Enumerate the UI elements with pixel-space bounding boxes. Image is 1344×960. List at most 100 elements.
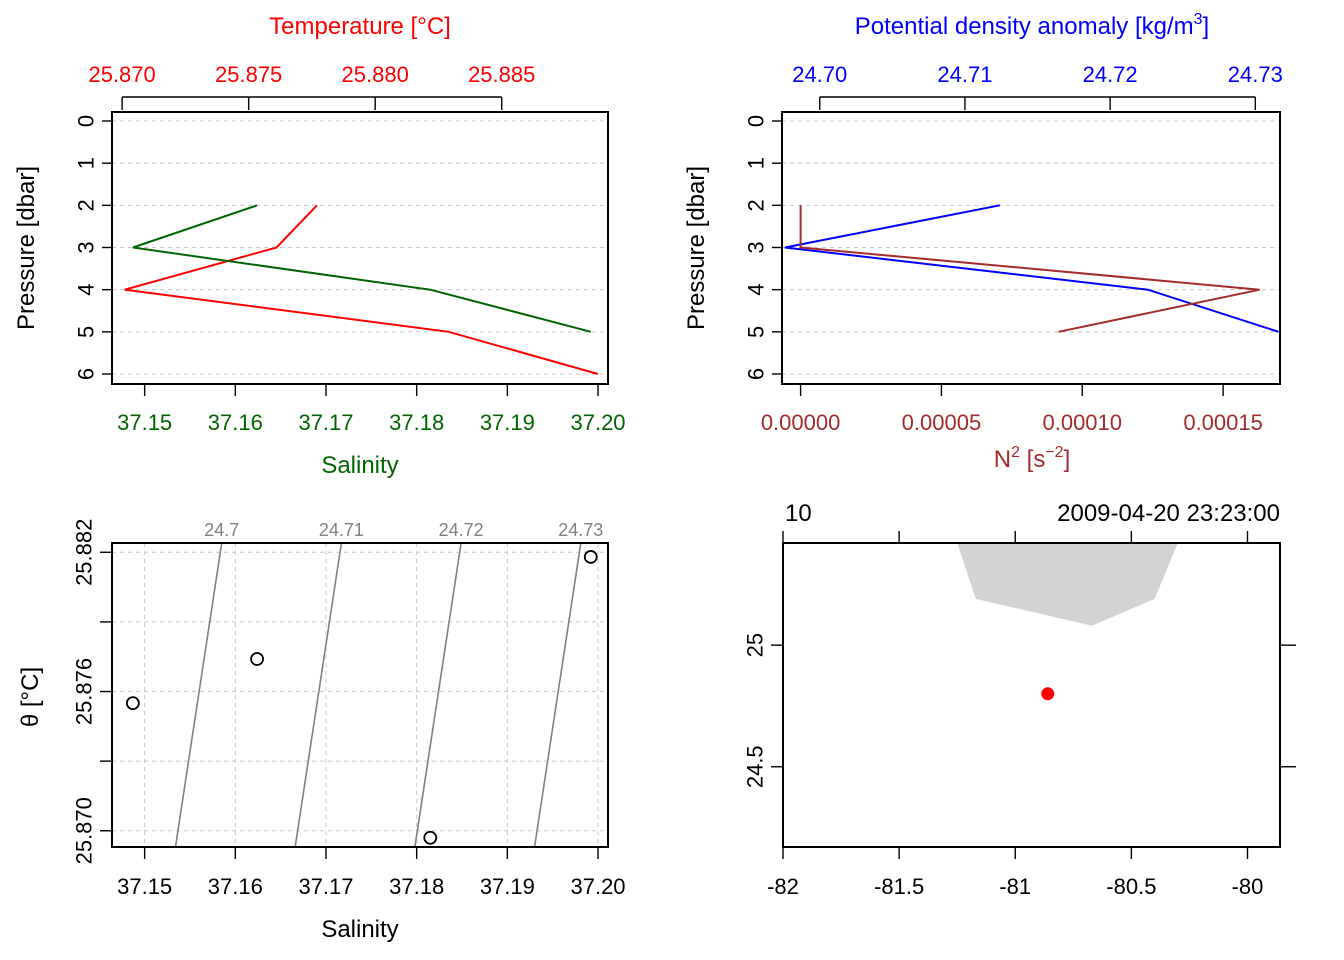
ts-point [583, 550, 598, 564]
bottom-axis-tick-label: 37.16 [208, 410, 263, 435]
salinity-tick-label: 37.20 [570, 874, 625, 899]
bottom-axis-tick-label: 37.20 [570, 410, 625, 435]
bottom-axis-tick-label: 37.19 [480, 410, 535, 435]
salinity-axis-title: Salinity [321, 916, 398, 943]
bottom-axis-tick-label: 0.00015 [1183, 410, 1263, 435]
land-polygon [957, 543, 1178, 626]
longitude-tick-label: -80 [1232, 874, 1264, 899]
longitude-tick-label: -81.5 [874, 874, 924, 899]
salinity-axis-title: Salinity [321, 452, 398, 479]
map-frame [782, 542, 1281, 848]
longitude-tick-label: -82 [767, 874, 799, 899]
pressure-tick-label: 4 [74, 284, 99, 296]
latitude-tick-label: 25 [743, 633, 768, 657]
pressure-tick-label: 3 [74, 241, 99, 253]
profile-line [784, 204, 1279, 333]
theta-tick-label: 25.876 [72, 658, 97, 725]
salinity-tick-label: 37.18 [389, 874, 444, 899]
temperature-axis-title: Temperature [°C] [269, 13, 451, 40]
density-title-end: ] [1203, 13, 1210, 40]
profile-line [799, 205, 1260, 333]
longitude-tick-label: -81 [999, 874, 1031, 899]
profile-lines [784, 204, 1279, 333]
top-axis-tick-label: 25.880 [342, 62, 409, 87]
ts-point [250, 652, 264, 666]
longitude-tick-label: -80.5 [1106, 874, 1156, 899]
top-axis-tick-label: 24.73 [1228, 62, 1283, 87]
ts-diagram-panel: 24.7 24.71 24.72 24.73 37.15 37.16 37.17 37.18… [17, 519, 626, 943]
isopycnal-label: 24.72 [439, 520, 484, 540]
pressure-tick-label: 2 [74, 199, 99, 211]
n2-title-superscript: 2 [1011, 444, 1020, 461]
bottom-axis-tick-label: 37.15 [117, 410, 172, 435]
bottom-axis-tick-label: 0.00000 [761, 410, 841, 435]
profile-line [124, 204, 599, 375]
pressure-tick-label: 5 [744, 326, 769, 338]
top-axis-tick-label: 25.885 [468, 62, 535, 87]
pressure-tick-label: 1 [74, 157, 99, 169]
isopycnal-line [414, 543, 462, 847]
pressure-tick-label: 0 [74, 115, 99, 127]
density-axis: 24.70 24.71 24.72 24.73 [792, 62, 1283, 110]
pressure-tick-label: 1 [744, 157, 769, 169]
station-id: 10 [785, 500, 812, 527]
pressure-tick-label: 2 [744, 199, 769, 211]
theta-axis: 25.870 25.876 25.882 [72, 519, 112, 864]
buoyancy-frequency-axis: 0.00000 0.00005 0.00010 0.00015 [761, 384, 1263, 435]
salinity-tick-label: 37.19 [480, 874, 535, 899]
top-axis-tick-label: 25.875 [215, 62, 282, 87]
isopycnal-label: 24.7 [204, 520, 239, 540]
plot-frame [111, 542, 609, 848]
isopycnal-label: 24.73 [558, 520, 603, 540]
theta-title-rest: [°C] [17, 667, 44, 714]
bottom-axis-tick-label: 37.17 [298, 410, 353, 435]
pressure-axis: 0 1 2 3 4 5 6 [744, 115, 782, 380]
grid-lines [782, 120, 1280, 375]
pressure-tick-label: 6 [744, 368, 769, 380]
pressure-axis-title: Pressure [dbar] [683, 166, 710, 330]
temperature-axis: 25.870 25.875 25.880 25.885 [88, 62, 535, 110]
salinity-axis: 37.15 37.16 37.17 37.18 37.19 37.20 [117, 847, 626, 899]
pressure-tick-label: 0 [744, 115, 769, 127]
pressure-axis-title: Pressure [dbar] [13, 166, 40, 330]
theta-tick-label: 25.882 [72, 519, 97, 586]
station-marker [1041, 687, 1055, 701]
station-map-panel: -82 -81.5 -81 -80.5 -80 24.5 25 10 2009-04-20… [743, 500, 1296, 899]
top-axis-tick-label: 24.71 [937, 62, 992, 87]
n2-title-mid: [s [1020, 446, 1045, 473]
theta-axis-title: θ [°C] [17, 667, 44, 727]
top-axis-tick-label: 24.70 [792, 62, 847, 87]
isopycnal-line [174, 543, 223, 847]
bottom-axis-tick-label: 37.18 [389, 410, 444, 435]
salinity-tick-label: 37.17 [298, 874, 353, 899]
isopycnal-label: 24.71 [319, 520, 364, 540]
isopycnal-line [294, 543, 343, 847]
station-dot [1041, 687, 1055, 701]
n2-title-superscript-2: −2 [1045, 444, 1063, 461]
pressure-tick-label: 6 [74, 368, 99, 380]
isopycnal-labels: 24.7 24.71 24.72 24.73 [204, 520, 603, 540]
station-datetime: 2009-04-20 23:23:00 [1057, 500, 1280, 527]
bottom-axis-tick-label: 0.00005 [902, 410, 982, 435]
pressure-tick-label: 4 [744, 284, 769, 296]
density-axis-title: Potential density anomaly [kg/m3] [855, 11, 1209, 40]
pressure-tick-label: 5 [74, 326, 99, 338]
top-axis-tick-label: 25.870 [88, 62, 155, 87]
pressure-axis: 0 1 2 3 4 5 6 [74, 115, 112, 380]
longitude-axis: -82 -81.5 -81 -80.5 -80 [767, 531, 1263, 899]
ts-points [125, 550, 598, 845]
salinity-tick-label: 37.16 [208, 874, 263, 899]
salinity-axis: 37.15 37.16 37.17 37.18 37.19 37.20 [117, 384, 626, 435]
theta-tick-label: 25.870 [72, 797, 97, 864]
density-title-superscript: 3 [1194, 11, 1203, 28]
salinity-tick-label: 37.15 [117, 874, 172, 899]
ts-point [125, 696, 140, 711]
n2-title-base: N [994, 446, 1011, 473]
bottom-axis-tick-label: 0.00010 [1042, 410, 1122, 435]
latitude-axis: 24.5 25 [743, 633, 1296, 788]
n2-axis-title: N2 [s−2] [994, 444, 1071, 473]
n2-title-end: ] [1064, 446, 1071, 473]
